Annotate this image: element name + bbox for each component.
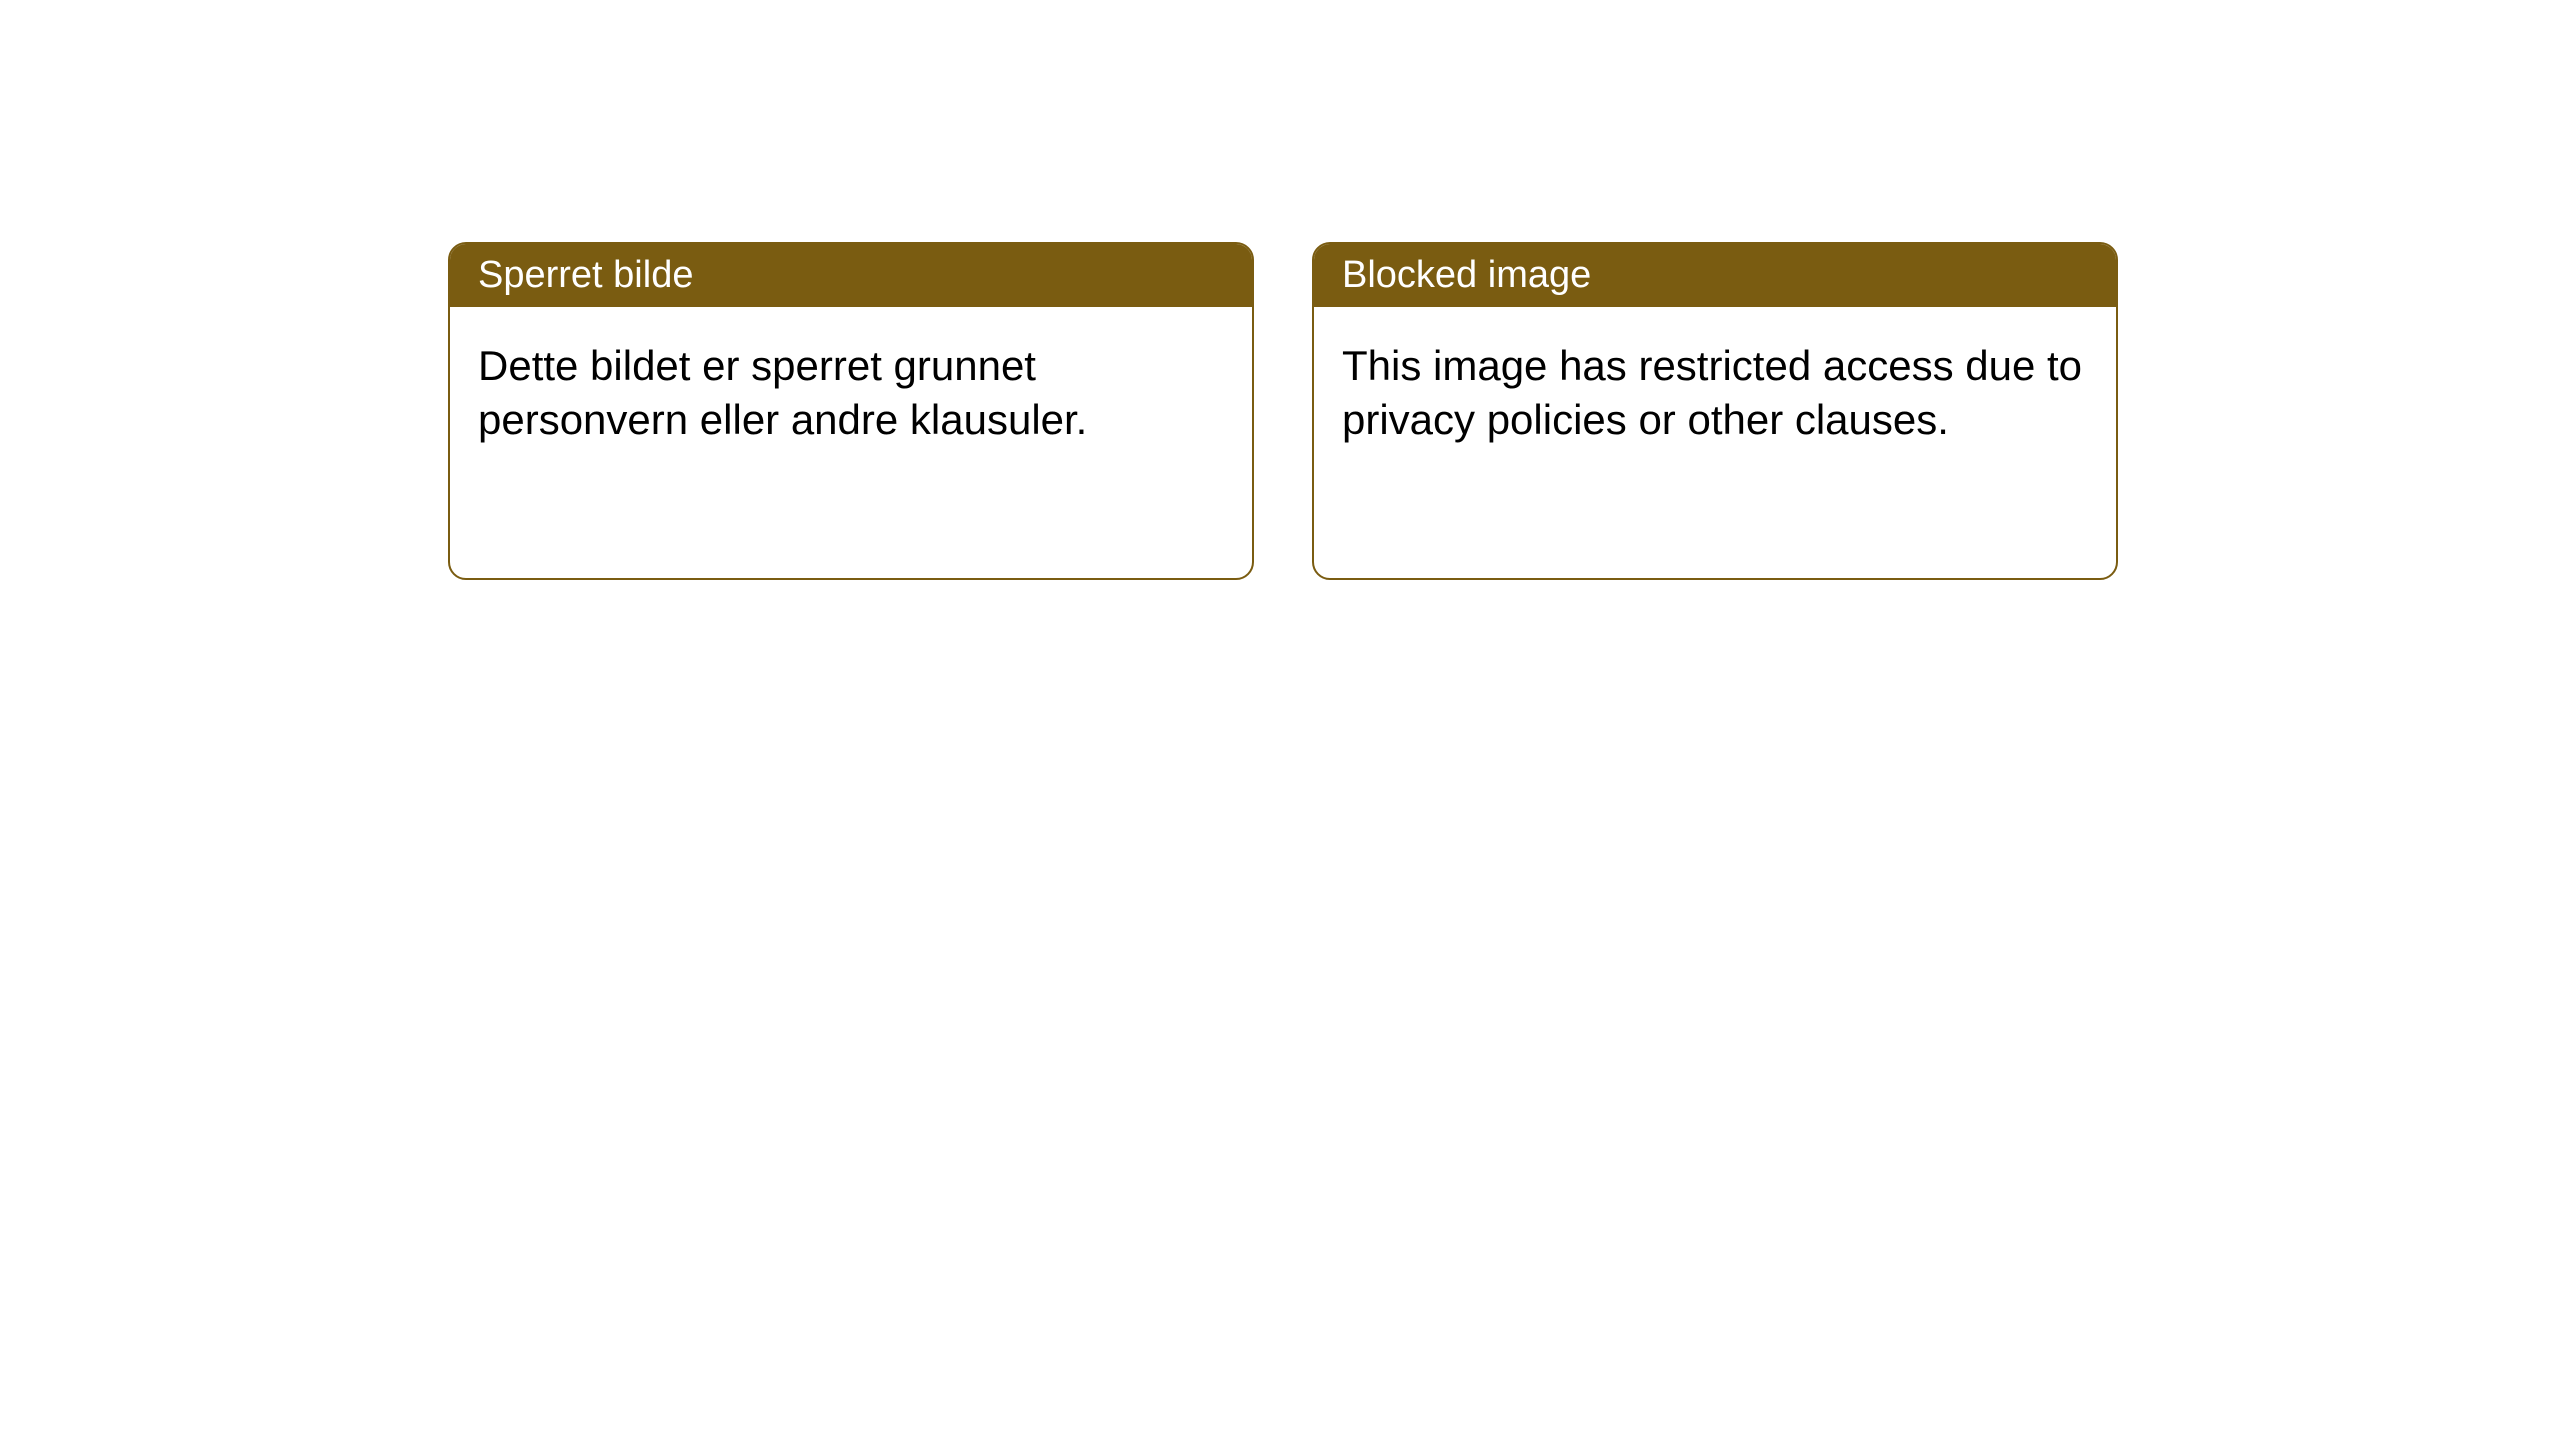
notice-body-no: Dette bildet er sperret grunnet personve…	[450, 307, 1252, 479]
notice-body-en: This image has restricted access due to …	[1314, 307, 2116, 479]
notice-title-no: Sperret bilde	[450, 244, 1252, 307]
notice-title-en: Blocked image	[1314, 244, 2116, 307]
notice-card-no: Sperret bilde Dette bildet er sperret gr…	[448, 242, 1254, 580]
notice-card-en: Blocked image This image has restricted …	[1312, 242, 2118, 580]
notice-container: Sperret bilde Dette bildet er sperret gr…	[448, 242, 2118, 580]
